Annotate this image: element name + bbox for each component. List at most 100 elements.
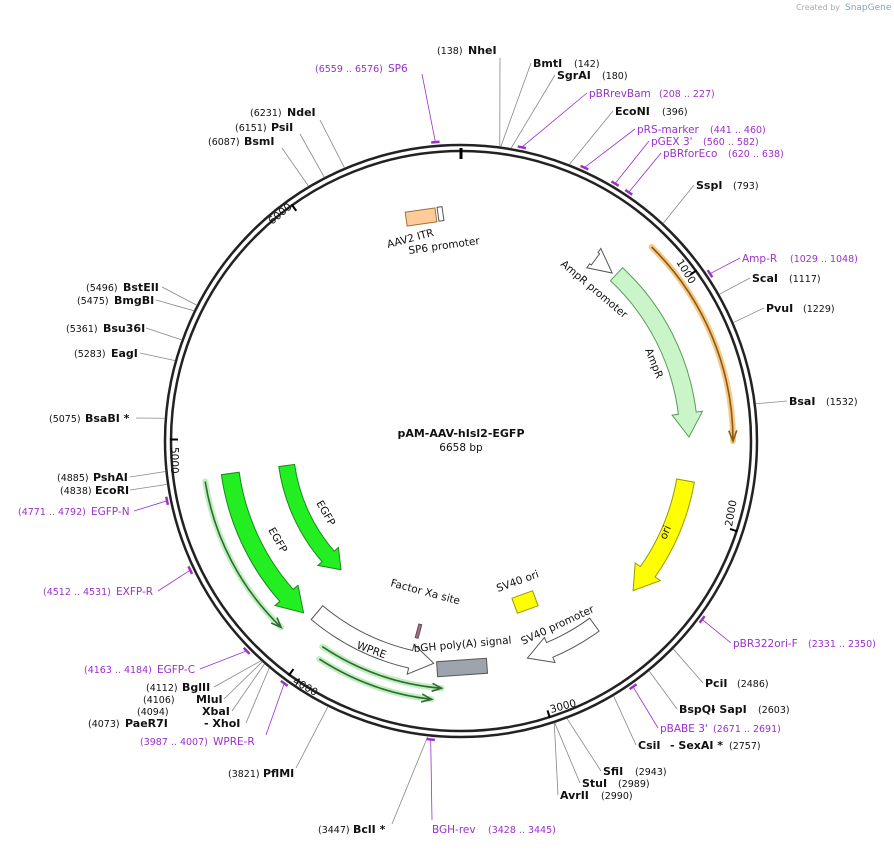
site-name: SspI [696, 179, 722, 192]
site-position: (4112) [146, 683, 178, 694]
site-leader [719, 278, 750, 294]
primer-leader [422, 74, 435, 142]
site-position: (6151) [235, 123, 267, 134]
site-position: (793) [733, 181, 759, 192]
primer-leader [702, 619, 731, 643]
site-position: (1532) [826, 397, 858, 408]
site-leader [569, 111, 613, 164]
ruler-label: 2000 [723, 499, 739, 527]
ruler-label: 4000 [291, 675, 320, 699]
site-name: MluI [196, 693, 223, 706]
site-leader [140, 353, 175, 361]
primer-leader [134, 501, 167, 511]
site-leader [232, 664, 265, 711]
site-position: (2989) [618, 779, 650, 790]
site-leader [300, 134, 324, 177]
primer-leader [158, 570, 190, 591]
sv40-ori-box [512, 591, 538, 614]
site-name: AvrII [560, 789, 589, 802]
site-leader [501, 63, 531, 147]
site-position: (4073) [88, 719, 120, 730]
site-position: (2990) [601, 791, 633, 802]
site-name: EagI [111, 347, 138, 360]
primer-name: EXFP-R [116, 586, 153, 598]
site-position: (5475) [77, 296, 109, 307]
primer-range: (4771 .. 4792) [18, 507, 86, 518]
site-name: EcoNI [615, 105, 650, 118]
feature-label: bGH poly(A) signal [413, 634, 512, 654]
primer-range: (1029 .. 1048) [790, 254, 858, 265]
site-name: BglII [182, 681, 210, 694]
site-name: PaeR7I [125, 717, 168, 730]
primer-mark [708, 270, 713, 277]
feature-label: EGFP [313, 499, 337, 529]
site-position: (4106) [143, 695, 175, 706]
site-position: (2486) [737, 679, 769, 690]
site-leader [282, 148, 308, 186]
site-leader [246, 668, 269, 723]
brand: SnapGene [845, 3, 892, 13]
site-leader [554, 723, 558, 795]
primer-name: BGH-rev [432, 824, 476, 836]
site-name: NdeI [287, 106, 316, 119]
site-leader [224, 662, 262, 699]
ruler-label: 5000 [168, 447, 180, 474]
primer-leader [431, 739, 432, 820]
primer-range: (441 .. 460) [710, 125, 766, 136]
primer-range: (560 .. 582) [703, 137, 759, 148]
site-position: (3447) [318, 825, 350, 836]
site-name: EcoRI [95, 484, 129, 497]
site-position: (5075) [49, 414, 81, 425]
primer-range: (2331 .. 2350) [808, 639, 876, 650]
site-position: (1117) [789, 274, 821, 285]
primer-range: (3987 .. 4007) [140, 737, 208, 748]
primer-name: EGFP-C [157, 664, 195, 676]
site-name: XbaI [202, 705, 230, 718]
site-name: BstEII [123, 281, 159, 294]
primer-leader [584, 129, 635, 168]
site-name: BspQI [679, 703, 715, 716]
site-position: (138) [437, 46, 463, 57]
primer-range: (6559 .. 6576) [315, 64, 383, 75]
primer-range: (4512 .. 4531) [43, 587, 111, 598]
primer-range: (620 .. 638) [728, 149, 784, 160]
site-name: PshAI [93, 471, 128, 484]
site-leader [649, 671, 677, 709]
site-name: ScaI [752, 272, 778, 285]
site-leader [214, 661, 261, 687]
site-position: (3821) [228, 769, 260, 780]
primer-name: WPRE-R [213, 736, 255, 748]
site-name: PvuI [766, 302, 793, 315]
site-leader [555, 723, 580, 783]
primer-name: pGEX 3' [651, 136, 693, 148]
primer-leader [615, 141, 649, 184]
primer-range: (4163 .. 4184) [84, 665, 152, 676]
primer-leader [200, 651, 247, 669]
primer-name: pBABE 3' [660, 723, 708, 735]
site-position: (5361) [66, 324, 98, 335]
site-leader [663, 185, 694, 223]
credit: Created by [796, 3, 840, 12]
site-leader [320, 120, 344, 168]
site-name: BmgBI [114, 294, 154, 307]
site-position: (4838) [60, 486, 92, 497]
site-leader [614, 696, 636, 745]
site-leader [130, 484, 167, 490]
site-position: (6087) [208, 137, 240, 148]
site-name-extra: - XhoI [204, 717, 240, 730]
site-position: (5496) [86, 283, 118, 294]
site-name: PciI [705, 677, 727, 690]
site-name: BsaI [789, 395, 815, 408]
site-leader [733, 308, 764, 323]
site-name: SgrAI [557, 69, 591, 82]
site-name: PsiI [271, 121, 293, 134]
site-leader [130, 472, 166, 477]
primer-mark [581, 166, 589, 169]
feature-label: Factor Xa site [389, 577, 461, 607]
primer-name: pBRforEco [663, 148, 717, 160]
primer-leader [710, 258, 740, 274]
site-name: BclI * [353, 823, 386, 836]
primer-mark [611, 181, 618, 185]
site-position: (180) [602, 71, 628, 82]
